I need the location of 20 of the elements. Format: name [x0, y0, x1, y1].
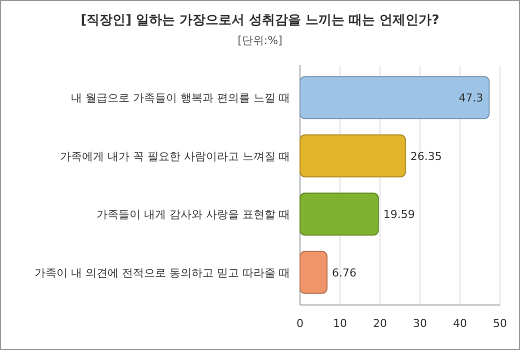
x-tick-label: 20 — [373, 317, 387, 330]
x-tick-label: 0 — [296, 317, 304, 330]
y-tick-label: 가족들이 내게 감사와 사랑을 표현할 때 — [96, 208, 290, 222]
y-tick-label: 가족에게 내가 꼭 필요한 사람이라고 느껴질 때 — [60, 150, 290, 163]
data-label: 47.3 — [458, 92, 484, 105]
y-tick-label: 가족이 내 의견에 전적으로 동의하고 믿고 따라줄 때 — [34, 266, 290, 280]
bar — [300, 134, 406, 178]
y-tick-label: 내 월급으로 가족들이 행복과 편의를 느낄 때 — [71, 92, 290, 105]
chart-title: [직장인] 일하는 가장으로서 성취감을 느끼는 때는 언제인가? — [80, 13, 440, 28]
x-tick-label: 50 — [493, 317, 507, 330]
bar — [300, 76, 490, 120]
x-tick-label: 30 — [413, 317, 427, 330]
x-tick-label: 40 — [453, 317, 467, 330]
x-tick-label: 10 — [333, 317, 347, 330]
data-label: 19.59 — [383, 208, 415, 222]
chart-subtitle: [단위:%] — [238, 34, 282, 47]
data-label: 6.76 — [332, 266, 357, 280]
bar — [300, 192, 379, 236]
bar — [300, 250, 328, 294]
data-label: 26.35 — [410, 150, 442, 163]
